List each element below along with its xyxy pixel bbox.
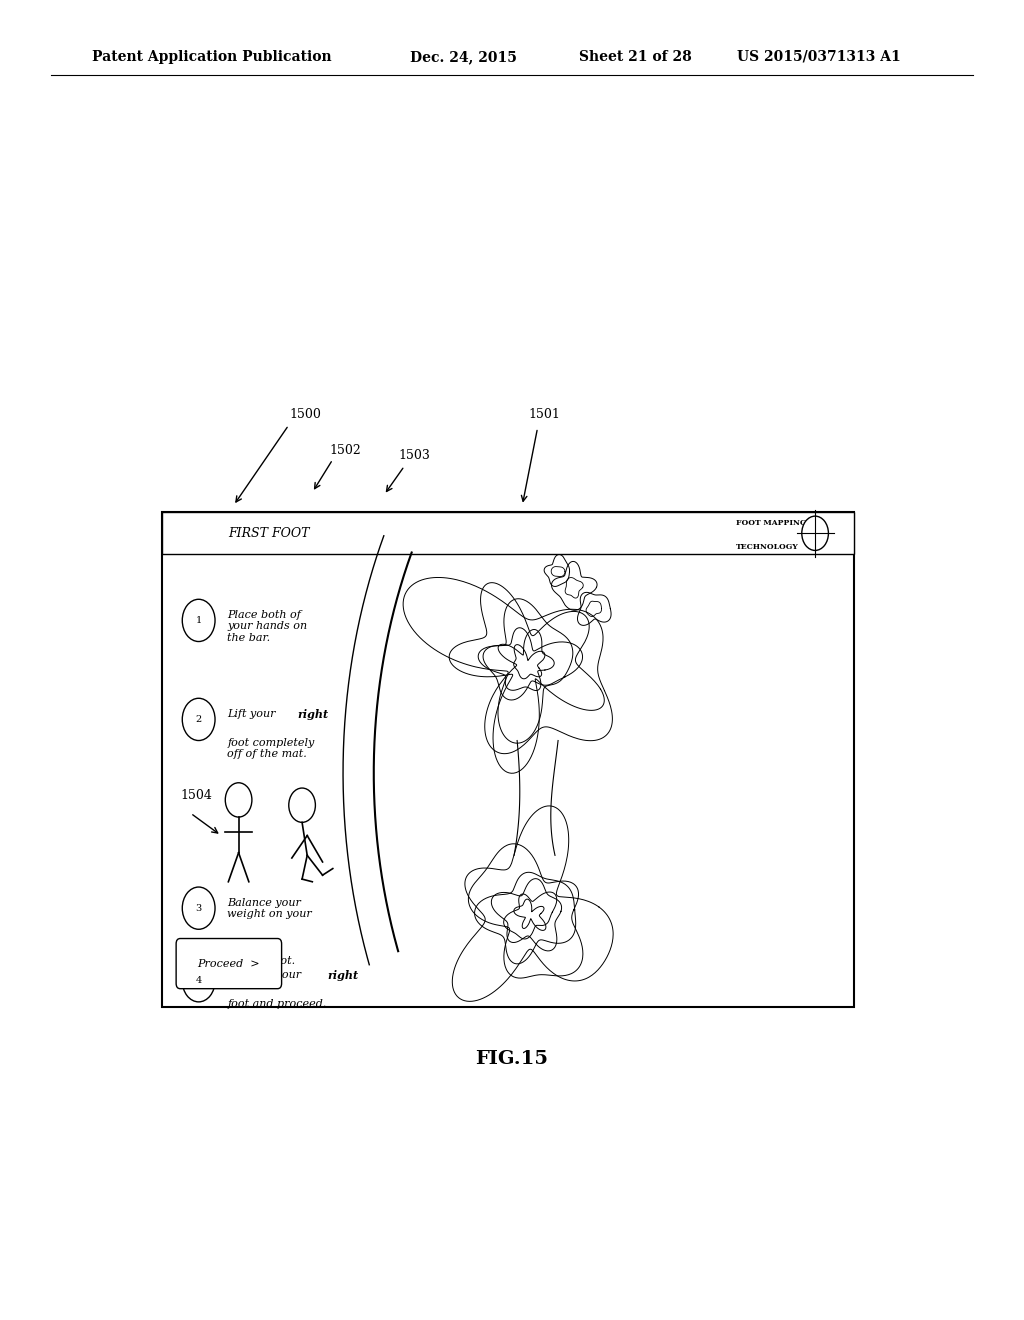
Text: 3: 3 (196, 904, 202, 912)
Text: US 2015/0371313 A1: US 2015/0371313 A1 (737, 50, 901, 63)
Text: Proceed  >: Proceed > (198, 958, 260, 969)
Text: FIG.15: FIG.15 (475, 1049, 549, 1068)
Circle shape (182, 960, 215, 1002)
Text: Place both of
your hands on
the bar.: Place both of your hands on the bar. (227, 610, 307, 643)
Text: Replace your: Replace your (227, 970, 305, 981)
Text: left: left (227, 956, 249, 966)
Text: 1501: 1501 (528, 408, 561, 421)
Circle shape (225, 783, 252, 817)
Text: Lift your: Lift your (227, 709, 280, 719)
Text: 1504: 1504 (180, 789, 212, 803)
Text: FIRST FOOT: FIRST FOOT (228, 527, 310, 540)
Text: foot.: foot. (266, 956, 295, 966)
Text: Sheet 21 of 28: Sheet 21 of 28 (579, 50, 691, 63)
Text: foot completely
off of the mat.: foot completely off of the mat. (227, 738, 314, 759)
Text: 4: 4 (196, 977, 202, 985)
Text: FOOT MAPPING: FOOT MAPPING (736, 519, 807, 527)
Text: Balance your
weight on your: Balance your weight on your (227, 898, 312, 931)
Text: Patent Application Publication: Patent Application Publication (92, 50, 332, 63)
Text: 1502: 1502 (329, 444, 361, 457)
Bar (162, 512, 854, 1007)
Circle shape (182, 698, 215, 741)
FancyBboxPatch shape (176, 939, 282, 989)
Text: 1500: 1500 (289, 408, 322, 421)
Text: 1503: 1503 (398, 449, 431, 462)
Circle shape (182, 887, 215, 929)
Circle shape (289, 788, 315, 822)
Text: right: right (328, 970, 358, 981)
Text: 2: 2 (196, 715, 202, 723)
Text: foot and proceed.: foot and proceed. (227, 999, 327, 1010)
Circle shape (182, 599, 215, 642)
Text: Dec. 24, 2015: Dec. 24, 2015 (410, 50, 516, 63)
Bar (162, 512, 854, 554)
Text: 1: 1 (196, 616, 202, 624)
Text: right: right (297, 709, 328, 719)
Text: TECHNOLOGY: TECHNOLOGY (736, 543, 799, 550)
Circle shape (802, 516, 828, 550)
